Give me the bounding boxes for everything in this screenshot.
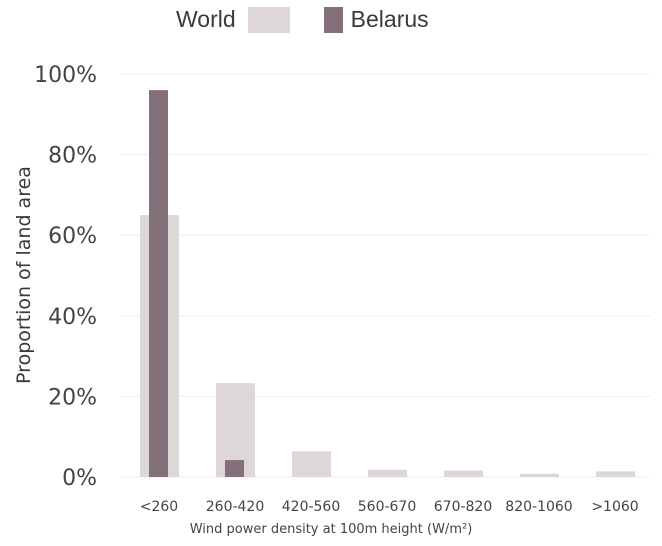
legend-swatch-belarus <box>323 6 343 33</box>
legend-item-belarus: Belarus <box>323 6 429 33</box>
bar-world <box>368 469 407 477</box>
y-tick-label: 40% <box>48 305 97 330</box>
x-tick-label: <260 <box>140 499 178 515</box>
y-tick-label: 60% <box>48 224 97 249</box>
x-tick-label: 260-420 <box>206 499 265 515</box>
bar-world <box>444 470 483 477</box>
x-tick-label: >1060 <box>591 499 638 515</box>
legend-item-world: World <box>176 6 290 33</box>
bar-belarus <box>225 460 244 477</box>
legend-swatch-world <box>247 6 290 33</box>
y-tick-label: 20% <box>48 385 97 410</box>
x-axis-label: Wind power density at 100m height (W/m²) <box>189 522 473 537</box>
x-tick-label: 560-670 <box>358 499 417 515</box>
bar-world <box>292 451 331 477</box>
bar-world <box>520 473 559 477</box>
bar-world <box>596 471 635 477</box>
y-tick-label: 100% <box>34 63 97 88</box>
x-tick-label: 420-560 <box>282 499 341 515</box>
x-tick-label: 670-820 <box>434 499 493 515</box>
y-tick-label: 80% <box>48 144 97 169</box>
x-tick-label: 820-1060 <box>505 499 572 515</box>
legend-label-belarus: Belarus <box>350 6 429 32</box>
y-tick-label: 0% <box>62 466 97 491</box>
legend: World Belarus <box>176 6 463 33</box>
legend-label-world: World <box>176 6 236 32</box>
bar-belarus <box>149 90 168 478</box>
